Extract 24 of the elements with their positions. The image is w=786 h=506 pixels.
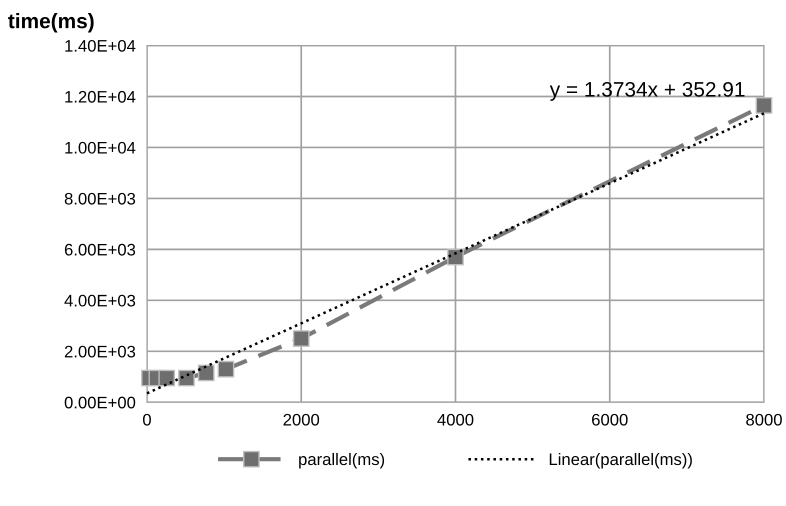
x-tick-label: 8000 <box>746 414 782 426</box>
y-tick-label: 1.40E+04 <box>65 40 136 52</box>
point <box>218 360 234 378</box>
point <box>447 248 464 266</box>
point <box>756 97 772 114</box>
point <box>178 370 195 386</box>
annotation: y = 1.3734x + 352.91 <box>550 82 744 101</box>
y-tick-label: 0.00E+00 <box>64 396 136 408</box>
legend-label: Linear(parallel(ms)) <box>550 452 692 468</box>
y-tick-label: 1.20E+04 <box>65 90 136 103</box>
point <box>158 370 176 386</box>
y-tick-label: 4.00E+03 <box>64 294 136 307</box>
y-tick-label: 6.00E+03 <box>64 244 136 256</box>
y-tick-label: 2.00E+03 <box>64 346 136 358</box>
point <box>292 330 310 347</box>
y-tick-label: 1.00E+04 <box>65 142 136 154</box>
x-tick-label: 0 <box>143 414 151 426</box>
point <box>198 364 215 382</box>
x-tick-label: 6000 <box>592 414 628 426</box>
x-tick-label: 2000 <box>284 414 320 426</box>
y-axis-title: time(ms) <box>8 13 94 32</box>
legend-label: parallel(ms) <box>299 452 384 468</box>
y-tick-label: 8.00E+03 <box>64 192 136 205</box>
x-tick-label: 4000 <box>437 414 474 426</box>
